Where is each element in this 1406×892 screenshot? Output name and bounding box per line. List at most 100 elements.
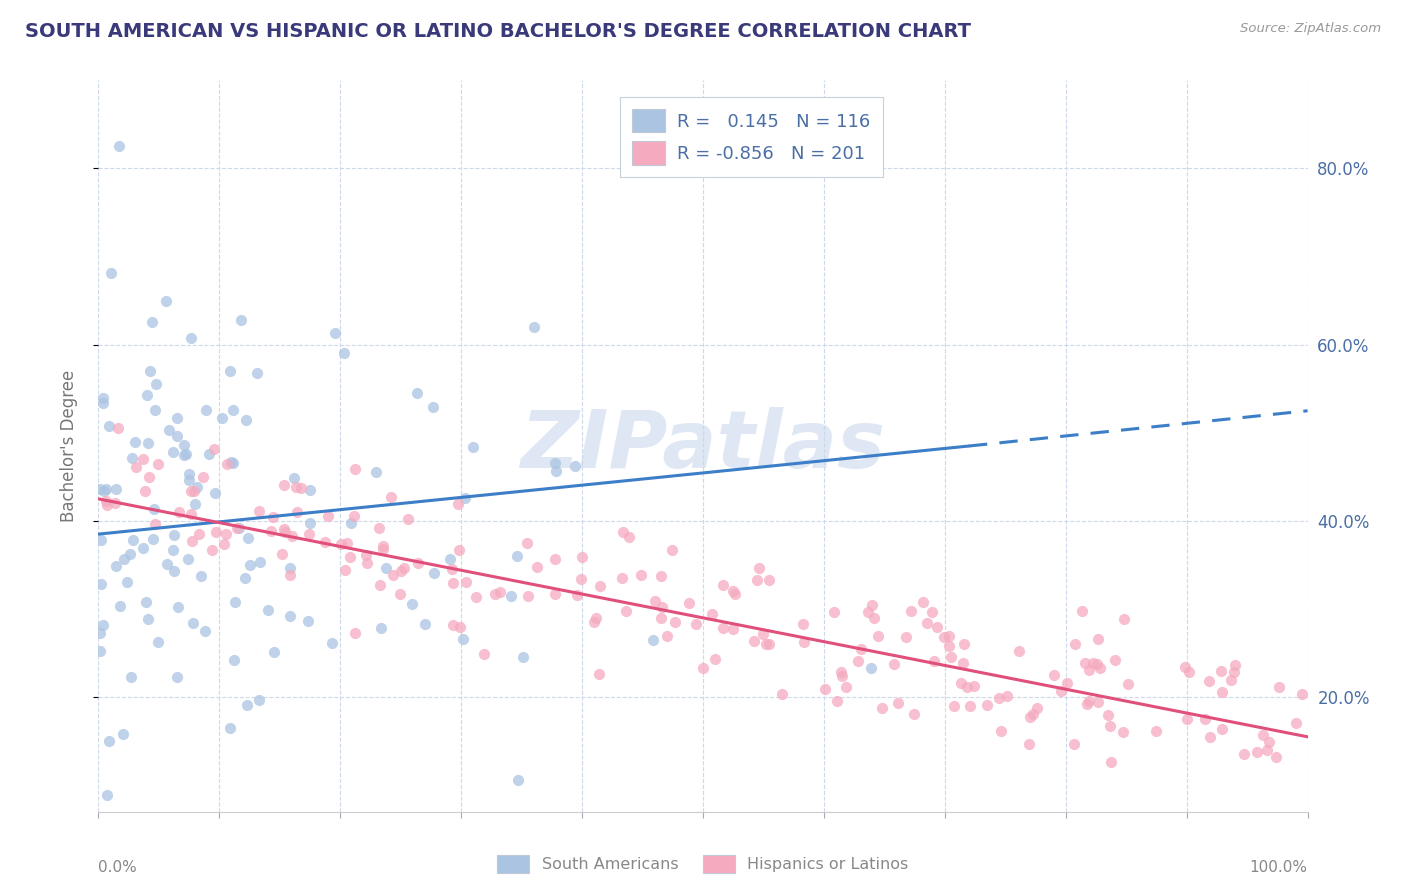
- Point: [1049, 684, 1071, 698]
- Point: [896, 631, 918, 645]
- Point: [724, 587, 747, 601]
- Point: [831, 669, 853, 683]
- Point: [96, 498, 118, 512]
- Point: [180, 508, 202, 522]
- Point: [422, 400, 444, 414]
- Point: [340, 516, 363, 530]
- Point: [1268, 680, 1291, 694]
- Point: [281, 529, 304, 543]
- Point: [194, 624, 217, 639]
- Point: [956, 680, 979, 694]
- Point: [273, 477, 295, 491]
- Point: [1223, 658, 1246, 673]
- Point: [995, 690, 1018, 704]
- Point: [111, 727, 134, 741]
- Point: [617, 530, 640, 544]
- Point: [343, 509, 366, 524]
- Point: [273, 522, 295, 536]
- Point: [516, 536, 538, 550]
- Point: [451, 632, 474, 646]
- Point: [664, 615, 686, 630]
- Point: [571, 572, 593, 586]
- Point: [333, 346, 356, 360]
- Point: [1285, 715, 1308, 730]
- Point: [186, 480, 208, 494]
- Point: [449, 619, 471, 633]
- Point: [564, 458, 586, 473]
- Point: [661, 543, 683, 558]
- Point: [229, 313, 252, 327]
- Legend: R =   0.145   N = 116, R = -0.856   N = 201: R = 0.145 N = 116, R = -0.856 N = 201: [620, 96, 883, 178]
- Point: [461, 441, 484, 455]
- Point: [146, 634, 169, 648]
- Point: [453, 491, 475, 505]
- Point: [860, 661, 883, 675]
- Point: [339, 549, 361, 564]
- Point: [1256, 743, 1278, 757]
- Point: [191, 469, 214, 483]
- Point: [274, 524, 297, 539]
- Point: [758, 573, 780, 587]
- Point: [1056, 676, 1078, 690]
- Point: [990, 723, 1012, 738]
- Point: [1220, 673, 1243, 687]
- Point: [198, 447, 221, 461]
- Point: [863, 611, 886, 625]
- Point: [100, 266, 122, 280]
- Point: [297, 614, 319, 628]
- Point: [115, 574, 138, 589]
- Point: [544, 586, 567, 600]
- Point: [138, 612, 160, 626]
- Point: [903, 707, 925, 722]
- Point: [121, 533, 143, 547]
- Point: [89, 482, 111, 496]
- Point: [1088, 661, 1111, 675]
- Point: [454, 574, 477, 589]
- Point: [856, 605, 879, 619]
- Point: [93, 483, 115, 498]
- Point: [380, 490, 402, 504]
- Point: [952, 657, 974, 671]
- Point: [239, 558, 262, 573]
- Point: [356, 556, 378, 570]
- Point: [742, 633, 765, 648]
- Point: [938, 640, 960, 654]
- Point: [257, 603, 280, 617]
- Point: [544, 551, 567, 566]
- Point: [413, 617, 436, 632]
- Point: [862, 598, 884, 612]
- Point: [422, 566, 444, 581]
- Point: [225, 521, 247, 535]
- Text: Source: ZipAtlas.com: Source: ZipAtlas.com: [1240, 22, 1381, 36]
- Point: [177, 552, 200, 566]
- Point: [260, 524, 283, 538]
- Point: [472, 647, 495, 661]
- Point: [91, 391, 114, 405]
- Point: [218, 364, 240, 378]
- Point: [1209, 664, 1232, 678]
- Point: [167, 599, 190, 614]
- Point: [1018, 737, 1040, 751]
- Point: [849, 641, 872, 656]
- Point: [382, 568, 405, 582]
- Point: [1198, 674, 1220, 689]
- Point: [163, 564, 186, 578]
- Point: [1178, 665, 1201, 680]
- Legend: South Americans, Hispanics or Latinos: South Americans, Hispanics or Latinos: [491, 848, 915, 880]
- Point: [343, 626, 366, 640]
- Point: [370, 621, 392, 635]
- Point: [201, 543, 224, 558]
- Point: [143, 516, 166, 531]
- Point: [711, 577, 734, 591]
- Point: [392, 561, 415, 575]
- Point: [406, 556, 429, 570]
- Point: [173, 438, 195, 452]
- Point: [174, 447, 197, 461]
- Point: [644, 594, 666, 608]
- Point: [1112, 725, 1135, 739]
- Point: [356, 548, 378, 562]
- Point: [870, 701, 893, 715]
- Point: [157, 423, 180, 437]
- Point: [333, 562, 356, 576]
- Point: [155, 293, 177, 308]
